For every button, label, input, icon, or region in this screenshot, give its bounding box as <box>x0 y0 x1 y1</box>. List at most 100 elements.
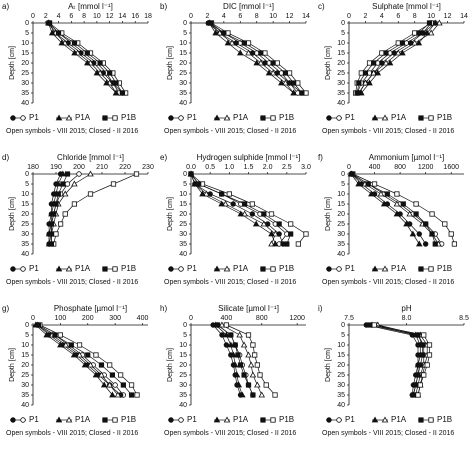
marker <box>371 416 379 423</box>
y-tick-label: 20 <box>179 362 187 369</box>
marker <box>55 265 63 272</box>
y-tick-label: 30 <box>179 382 187 389</box>
y-tick-label: 5 <box>341 332 345 339</box>
legend-label: P1A <box>75 415 91 424</box>
x-tick-label: 1.5 <box>244 164 254 171</box>
marker <box>284 241 290 247</box>
marker <box>424 362 430 368</box>
x-tick-label: 7.5 <box>344 315 354 322</box>
legend-label: P1B <box>279 113 294 122</box>
legend-label: P1 <box>187 113 197 122</box>
marker <box>233 371 241 378</box>
marker <box>35 322 42 328</box>
marker <box>428 266 434 272</box>
marker <box>106 381 113 388</box>
y-tick-label: 20 <box>179 60 187 67</box>
marker <box>245 49 252 56</box>
x-tick-label: 0 <box>189 13 193 20</box>
y-tick-label: 5 <box>25 332 29 339</box>
y-axis-label: Depth [cm] <box>167 46 174 80</box>
marker <box>448 231 454 237</box>
marker <box>417 362 423 368</box>
marker <box>393 200 401 207</box>
marker <box>87 361 94 368</box>
marker <box>223 331 230 338</box>
legend-label: P1B <box>279 264 294 273</box>
panel-label: e) <box>160 153 167 162</box>
marker <box>114 391 122 398</box>
y-tick-label: 40 <box>21 251 29 258</box>
y-tick-label: 40 <box>337 251 345 258</box>
marker <box>371 60 377 66</box>
x-tick-label: 10 <box>93 13 101 20</box>
marker <box>336 115 342 121</box>
note: Open symbols - VIII 2015; Closed - II 20… <box>322 430 454 437</box>
y-tick-label: 20 <box>21 362 29 369</box>
marker <box>227 341 235 348</box>
note: Open symbols - VIII 2015; Closed - II 20… <box>322 279 454 286</box>
marker <box>399 49 406 56</box>
marker <box>270 417 276 423</box>
legend-label: P1B <box>121 264 136 273</box>
marker <box>102 115 108 121</box>
marker <box>418 115 424 121</box>
note: Open symbols - VIII 2015; Closed - II 20… <box>164 279 296 286</box>
marker <box>260 417 266 423</box>
marker <box>257 59 265 66</box>
y-tick-label: 20 <box>21 211 29 218</box>
y-tick-label: 0 <box>341 20 345 27</box>
marker <box>112 89 120 96</box>
marker <box>370 69 377 76</box>
y-tick-label: 25 <box>179 221 187 228</box>
legend-label: P1B <box>121 113 136 122</box>
legend-label: P1B <box>437 264 452 273</box>
marker <box>168 115 174 121</box>
marker <box>400 201 406 207</box>
marker <box>383 50 389 56</box>
marker <box>219 332 225 338</box>
marker <box>417 382 423 388</box>
marker <box>419 342 426 348</box>
marker <box>218 200 225 207</box>
marker <box>371 114 379 121</box>
x-tick-label: 2 <box>44 13 48 20</box>
x-tick-label: 190 <box>50 164 62 171</box>
marker <box>427 29 435 36</box>
y-tick-label: 15 <box>21 352 29 359</box>
marker <box>426 352 433 358</box>
y-tick-label: 15 <box>337 50 345 57</box>
marker <box>356 80 362 86</box>
x-tick-label: 12 <box>106 13 114 20</box>
marker <box>55 114 63 121</box>
marker <box>218 321 226 328</box>
marker <box>112 266 118 272</box>
panel-title: Ammonium [µmol l⁻¹] <box>369 153 445 162</box>
marker <box>355 180 362 187</box>
x-tick-label: 0 <box>347 13 351 20</box>
y-tick-label: 10 <box>337 342 345 349</box>
y-tick-label: 40 <box>179 100 187 107</box>
marker <box>48 29 56 36</box>
marker <box>426 20 433 26</box>
marker <box>230 351 237 358</box>
panel-label: a) <box>2 2 9 11</box>
marker <box>55 191 61 197</box>
marker <box>97 60 103 66</box>
x-tick-label: 220 <box>119 164 131 171</box>
marker <box>410 392 417 398</box>
marker <box>418 266 424 272</box>
marker <box>53 201 59 207</box>
legend-label: P1A <box>233 113 249 122</box>
y-axis-label: Depth [cm] <box>167 348 174 382</box>
marker <box>409 230 417 237</box>
legend-label: P1A <box>233 264 249 273</box>
y-tick-label: 30 <box>337 231 345 238</box>
panel-label: c) <box>318 2 325 11</box>
marker <box>76 171 82 177</box>
marker <box>254 362 260 368</box>
marker <box>303 231 309 237</box>
legend-label: P1B <box>437 415 452 424</box>
marker <box>291 80 297 86</box>
legend-label: P1 <box>29 113 39 122</box>
marker <box>428 417 434 423</box>
